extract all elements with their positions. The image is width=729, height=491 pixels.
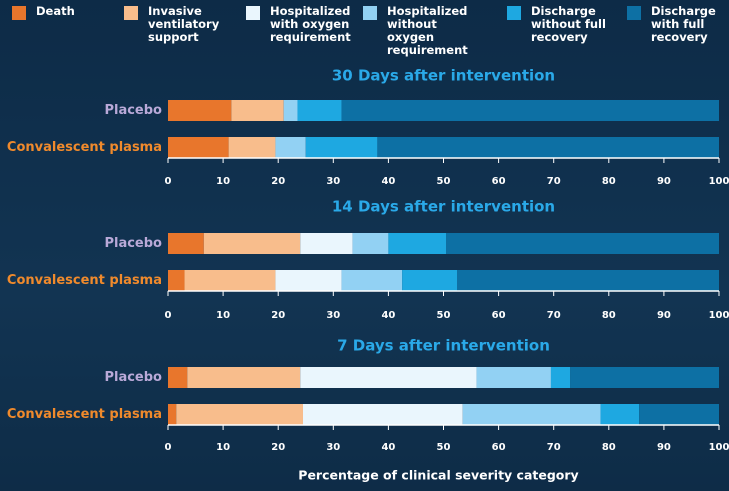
legend-item: Hospitalized with oxygen requirement: [246, 5, 354, 44]
x-tick-label: 90: [657, 442, 671, 453]
bar-segment: [275, 270, 342, 291]
legend-label: Discharge without full recovery: [531, 4, 606, 44]
chart-title: 14 Days after intervention: [332, 198, 555, 216]
chart-title: 7 Days after intervention: [337, 337, 550, 355]
legend-item: Discharge with full recovery: [627, 5, 729, 44]
x-tick-label: 80: [602, 176, 616, 187]
legend-item: Death: [12, 5, 120, 20]
x-tick-label: 30: [326, 310, 340, 321]
category-label: Convalescent plasma: [7, 140, 162, 155]
bar-segment: [388, 233, 447, 254]
bar-segment: [457, 270, 719, 291]
legend-swatch: [363, 6, 377, 20]
x-tick-label: 70: [547, 442, 561, 453]
bar-segment: [402, 270, 458, 291]
x-tick-label: 80: [602, 442, 616, 453]
bar-segment: [203, 233, 301, 254]
x-tick-label: 70: [547, 310, 561, 321]
bar-segment: [600, 404, 640, 425]
x-tick-label: 20: [271, 442, 285, 453]
legend-label: Discharge with full recovery: [651, 4, 716, 44]
x-tick-label: 20: [271, 310, 285, 321]
x-tick-label: 30: [326, 442, 340, 453]
category-label: Placebo: [104, 370, 162, 385]
chart-title: 30 Days after intervention: [332, 67, 555, 85]
x-tick-label: 100: [709, 176, 729, 187]
bar-segment: [462, 404, 601, 425]
bar-segment: [168, 137, 229, 158]
x-tick-label: 70: [547, 176, 561, 187]
x-tick-label: 10: [216, 176, 230, 187]
x-tick-label: 0: [165, 310, 172, 321]
category-label: Placebo: [104, 103, 162, 118]
bar-segment: [300, 233, 353, 254]
bar-segment: [228, 137, 276, 158]
x-tick-label: 0: [165, 176, 172, 187]
x-tick-label: 100: [709, 310, 729, 321]
x-tick-label: 40: [381, 176, 395, 187]
x-tick-label: 50: [437, 176, 451, 187]
x-tick-label: 90: [657, 310, 671, 321]
x-tick-label: 60: [492, 176, 506, 187]
x-tick-label: 80: [602, 310, 616, 321]
bar-segment: [168, 233, 204, 254]
legend-item: Hospitalized without oxygen requirement: [363, 5, 471, 57]
bar-segment: [341, 270, 403, 291]
bar-segment: [231, 100, 284, 121]
category-label: Convalescent plasma: [7, 407, 162, 422]
x-tick-label: 50: [437, 310, 451, 321]
bar-segment: [184, 270, 276, 291]
bar-segment: [300, 367, 477, 388]
bar-segment: [283, 100, 298, 121]
bar-segment: [446, 233, 719, 254]
bar-segment: [168, 100, 232, 121]
legend-swatch: [12, 6, 26, 20]
legend-label: Death: [36, 4, 75, 18]
bar-segment: [168, 270, 185, 291]
legend-swatch: [507, 6, 521, 20]
bar-segment: [341, 100, 719, 121]
x-tick-label: 40: [381, 310, 395, 321]
bar-segment: [570, 367, 719, 388]
x-tick-label: 0: [165, 442, 172, 453]
legend-swatch: [246, 6, 260, 20]
bar-segment: [305, 137, 378, 158]
x-tick-label: 90: [657, 176, 671, 187]
bar-segment: [297, 100, 342, 121]
x-tick-label: 10: [216, 310, 230, 321]
bar-segment: [476, 367, 551, 388]
x-tick-label: 40: [381, 442, 395, 453]
x-tick-label: 60: [492, 442, 506, 453]
legend-swatch: [124, 6, 138, 20]
bar-segment: [302, 404, 463, 425]
legend-label: Invasive ventilatory support: [148, 4, 220, 44]
x-tick-label: 10: [216, 442, 230, 453]
bar-segment: [176, 404, 303, 425]
x-tick-label: 100: [709, 442, 729, 453]
bar-segment: [352, 233, 389, 254]
bar-segment: [187, 367, 301, 388]
bar-segment: [550, 367, 571, 388]
x-axis-label: Percentage of clinical severity category: [298, 468, 578, 483]
x-tick-label: 60: [492, 310, 506, 321]
bar-segment: [168, 367, 188, 388]
legend-item: Discharge without full recovery: [507, 5, 615, 44]
x-tick-label: 50: [437, 442, 451, 453]
bar-segment: [377, 137, 719, 158]
category-label: Convalescent plasma: [7, 273, 162, 288]
legend-swatch: [627, 6, 641, 20]
category-label: Placebo: [104, 236, 162, 251]
x-tick-label: 30: [326, 176, 340, 187]
bar-segment: [275, 137, 306, 158]
legend-item: Invasive ventilatory support: [124, 5, 232, 44]
legend-label: Hospitalized without oxygen requirement: [387, 4, 468, 57]
bar-segment: [168, 404, 177, 425]
legend-label: Hospitalized with oxygen requirement: [270, 4, 351, 44]
x-tick-label: 20: [271, 176, 285, 187]
bar-segment: [639, 404, 719, 425]
